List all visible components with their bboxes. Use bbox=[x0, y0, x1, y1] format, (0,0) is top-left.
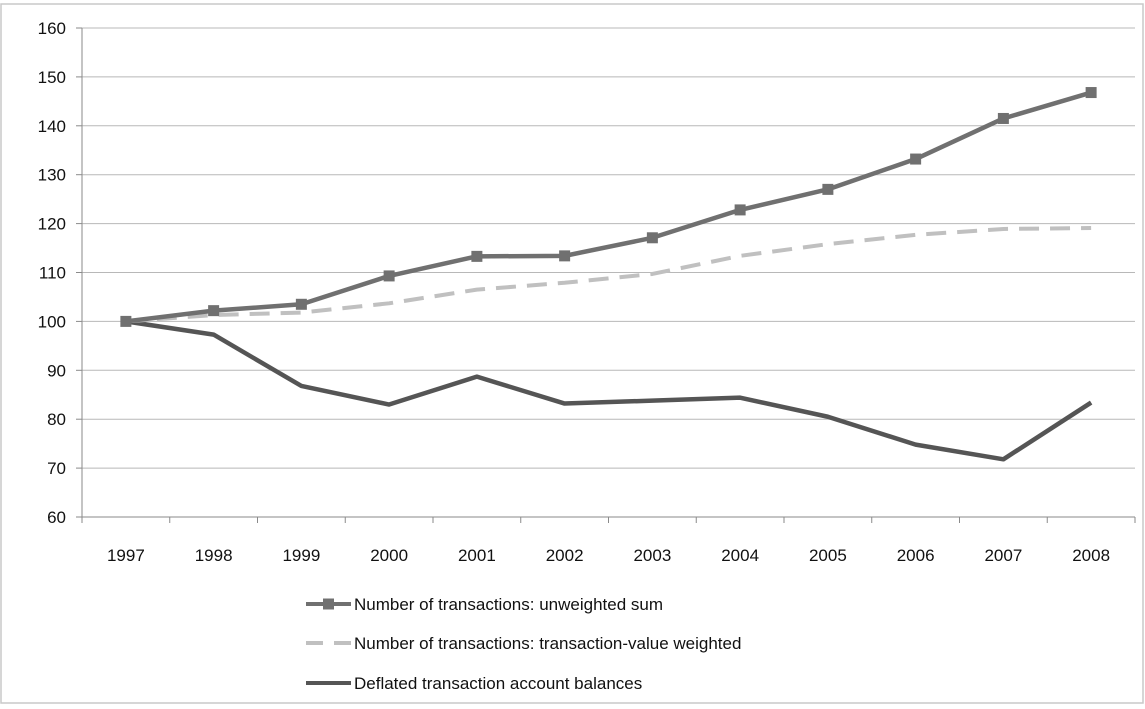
legend-item-3: Deflated transaction account balances bbox=[306, 674, 642, 693]
x-tick-label: 2004 bbox=[721, 546, 759, 565]
legend-label: Number of transactions: unweighted sum bbox=[354, 595, 663, 614]
y-tick-label: 120 bbox=[38, 215, 66, 234]
x-tick-label: 2000 bbox=[370, 546, 408, 565]
x-tick-label: 1997 bbox=[107, 546, 145, 565]
data-point-marker bbox=[822, 183, 834, 195]
data-point-marker bbox=[383, 270, 395, 282]
legend-marker bbox=[323, 598, 334, 610]
legend: Number of transactions: unweighted sum Nu… bbox=[306, 595, 741, 693]
chart-frame bbox=[0, 3, 1144, 704]
y-tick-label: 130 bbox=[38, 166, 66, 185]
series-lines bbox=[120, 87, 1097, 462]
data-point-marker bbox=[646, 232, 658, 244]
data-point-marker bbox=[120, 315, 132, 327]
legend-item-1: Number of transactions: unweighted sum bbox=[306, 595, 663, 614]
x-tick-label: 2003 bbox=[633, 546, 671, 565]
y-tick-label: 80 bbox=[47, 410, 66, 429]
y-tick-label: 100 bbox=[38, 312, 66, 331]
data-point-marker bbox=[910, 153, 922, 165]
y-tick-label: 70 bbox=[47, 459, 66, 478]
x-tick-label: 1998 bbox=[195, 546, 233, 565]
legend-label: Number of transactions: transaction-valu… bbox=[354, 634, 741, 653]
x-tick-label: 2002 bbox=[546, 546, 584, 565]
series-line-3 bbox=[125, 319, 1093, 462]
x-tick-label: 1999 bbox=[282, 546, 320, 565]
data-point-marker bbox=[559, 250, 571, 262]
x-tick-label: 2001 bbox=[458, 546, 496, 565]
data-point-marker bbox=[997, 112, 1009, 124]
data-point-marker bbox=[208, 305, 220, 317]
x-tick-label: 2008 bbox=[1072, 546, 1110, 565]
data-point-marker bbox=[295, 298, 307, 310]
x-tick-label: 2006 bbox=[897, 546, 935, 565]
x-tick-label: 2007 bbox=[984, 546, 1022, 565]
y-tick-label: 90 bbox=[47, 361, 66, 380]
legend-label: Deflated transaction account balances bbox=[354, 674, 642, 693]
axes: 60 70 80 90 100 110 120 130 140 150 160 1997 1998 199… bbox=[38, 19, 1136, 565]
x-tick-label: 2005 bbox=[809, 546, 847, 565]
y-tick-label: 60 bbox=[47, 508, 66, 527]
y-tick-label: 140 bbox=[38, 117, 66, 136]
data-point-marker bbox=[734, 204, 746, 216]
legend-item-2: Number of transactions: transaction-valu… bbox=[306, 634, 741, 653]
series-line-1 bbox=[125, 90, 1092, 324]
data-point-marker bbox=[471, 250, 483, 262]
y-tick-label: 160 bbox=[38, 19, 66, 38]
y-tick-label: 110 bbox=[39, 264, 66, 283]
gridlines bbox=[82, 27, 1135, 469]
y-tick-label: 150 bbox=[38, 68, 66, 87]
series-line-2 bbox=[125, 226, 1092, 324]
data-point-marker bbox=[1085, 87, 1097, 99]
